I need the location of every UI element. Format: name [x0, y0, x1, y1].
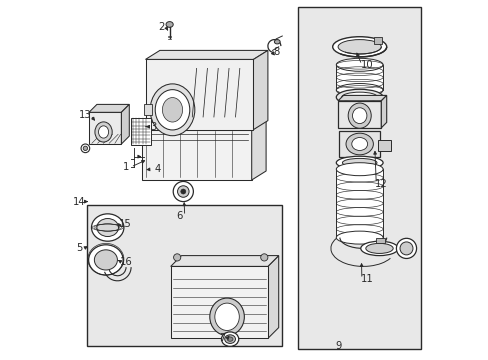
Bar	[337, 101, 381, 128]
Text: 3: 3	[150, 122, 157, 132]
Text: 12: 12	[374, 179, 387, 189]
Ellipse shape	[274, 40, 280, 44]
Text: 2: 2	[158, 22, 164, 32]
Bar	[373, 37, 381, 44]
Polygon shape	[381, 95, 386, 128]
Ellipse shape	[221, 332, 238, 346]
Bar	[336, 65, 382, 90]
Ellipse shape	[336, 231, 382, 244]
Ellipse shape	[399, 242, 412, 255]
Bar	[336, 169, 382, 238]
Circle shape	[83, 146, 87, 150]
Ellipse shape	[336, 84, 382, 96]
Text: 10: 10	[360, 60, 372, 70]
Ellipse shape	[336, 156, 382, 169]
Bar	[131, 118, 151, 145]
Ellipse shape	[94, 250, 117, 270]
Text: 4: 4	[154, 164, 160, 174]
Polygon shape	[253, 50, 267, 130]
Circle shape	[173, 254, 181, 261]
Text: 7: 7	[219, 333, 225, 343]
Polygon shape	[142, 130, 251, 180]
Circle shape	[260, 254, 267, 261]
Polygon shape	[89, 112, 121, 144]
Polygon shape	[170, 266, 267, 338]
Ellipse shape	[336, 163, 382, 176]
Polygon shape	[337, 95, 386, 101]
Text: 6: 6	[176, 211, 183, 221]
Ellipse shape	[214, 303, 239, 330]
Ellipse shape	[336, 58, 382, 71]
Polygon shape	[142, 121, 265, 130]
Ellipse shape	[351, 138, 367, 150]
Ellipse shape	[224, 335, 235, 343]
Ellipse shape	[155, 90, 189, 130]
Circle shape	[177, 186, 189, 197]
Ellipse shape	[150, 84, 194, 136]
Polygon shape	[170, 256, 278, 266]
Bar	[338, 131, 380, 157]
Ellipse shape	[95, 122, 112, 142]
Text: 16: 16	[120, 257, 133, 267]
Text: 8: 8	[273, 47, 280, 57]
Polygon shape	[145, 50, 267, 59]
Polygon shape	[251, 121, 265, 180]
Ellipse shape	[209, 298, 244, 336]
Bar	[143, 104, 151, 115]
Ellipse shape	[227, 337, 232, 341]
Ellipse shape	[97, 219, 118, 237]
Ellipse shape	[166, 22, 173, 27]
Bar	[297, 7, 420, 349]
Text: 1: 1	[122, 162, 129, 172]
Polygon shape	[145, 59, 253, 130]
Text: 15: 15	[119, 219, 131, 229]
Bar	[87, 205, 282, 346]
Circle shape	[181, 189, 185, 194]
Ellipse shape	[336, 89, 382, 105]
Ellipse shape	[396, 238, 416, 258]
Ellipse shape	[332, 37, 386, 57]
Ellipse shape	[337, 40, 381, 54]
Ellipse shape	[346, 133, 373, 155]
Ellipse shape	[365, 243, 392, 253]
Bar	[378, 140, 390, 151]
Polygon shape	[121, 104, 129, 144]
Polygon shape	[267, 256, 278, 338]
Ellipse shape	[91, 214, 123, 241]
Ellipse shape	[347, 103, 370, 128]
Text: 11: 11	[360, 274, 372, 284]
Text: 5: 5	[76, 243, 82, 253]
Text: 14: 14	[72, 197, 85, 207]
Text: 9: 9	[334, 341, 341, 351]
Ellipse shape	[342, 158, 376, 167]
Circle shape	[81, 144, 89, 153]
Polygon shape	[89, 104, 129, 112]
Ellipse shape	[88, 245, 123, 275]
Text: 13: 13	[79, 110, 92, 120]
Ellipse shape	[360, 241, 397, 256]
Ellipse shape	[98, 126, 108, 138]
Ellipse shape	[341, 92, 377, 102]
Ellipse shape	[162, 98, 182, 122]
Bar	[375, 238, 384, 243]
Ellipse shape	[352, 108, 366, 123]
